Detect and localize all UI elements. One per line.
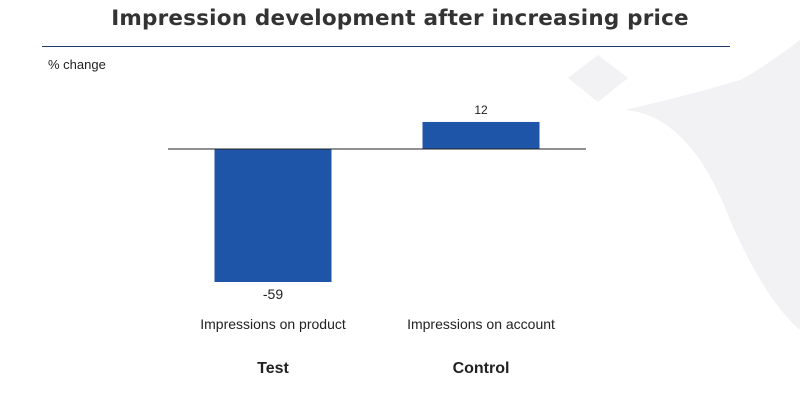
watermark-diamond xyxy=(568,55,628,102)
category-label-0: Impressions on product xyxy=(200,316,346,332)
bar-0 xyxy=(214,149,332,282)
y-axis-label: % change xyxy=(48,57,106,72)
bar-1 xyxy=(422,121,540,149)
group-label-1: Control xyxy=(453,360,510,377)
chart-title: Impression development after increasing … xyxy=(111,6,689,31)
title-divider xyxy=(42,46,730,47)
watermark-arc xyxy=(625,40,800,330)
data-label-0: -59 xyxy=(263,286,283,302)
data-label-1: 12 xyxy=(474,103,488,117)
group-label-0: Test xyxy=(257,360,289,377)
category-label-1: Impressions on account xyxy=(407,316,555,332)
